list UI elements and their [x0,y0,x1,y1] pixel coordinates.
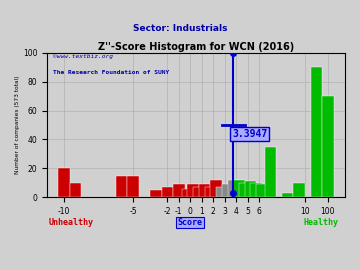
Text: Score: Score [177,218,203,227]
Text: Healthy: Healthy [304,218,339,227]
Bar [173,184,185,197]
Bar [150,190,162,197]
Bar [210,180,222,197]
Bar [265,147,276,197]
Bar [127,176,139,197]
Bar [199,184,210,197]
Bar [293,183,305,197]
Bar [116,176,127,197]
Bar [216,187,228,197]
Bar [193,187,204,197]
Y-axis label: Number of companies (573 total): Number of companies (573 total) [15,76,20,174]
Bar [70,183,81,197]
Title: Z''-Score Histogram for WCN (2016): Z''-Score Histogram for WCN (2016) [98,42,294,52]
Bar [162,187,173,197]
Bar [58,168,70,197]
Bar [182,189,193,197]
Bar [188,184,199,197]
Text: 3.3947: 3.3947 [232,129,267,139]
Bar [239,183,251,197]
Bar [251,183,262,197]
Bar [222,184,233,197]
Bar [282,193,293,197]
Text: Sector: Industrials: Sector: Industrials [133,24,227,33]
Bar [322,96,333,197]
Text: The Research Foundation of SUNY: The Research Foundation of SUNY [53,70,169,75]
Bar [228,180,239,197]
Text: ©www.textbiz.org: ©www.textbiz.org [53,54,113,59]
Bar [311,67,322,197]
Bar [233,180,245,197]
Bar [204,187,216,197]
Bar [245,181,256,197]
Text: Unhealthy: Unhealthy [48,218,93,227]
Bar [256,184,267,197]
